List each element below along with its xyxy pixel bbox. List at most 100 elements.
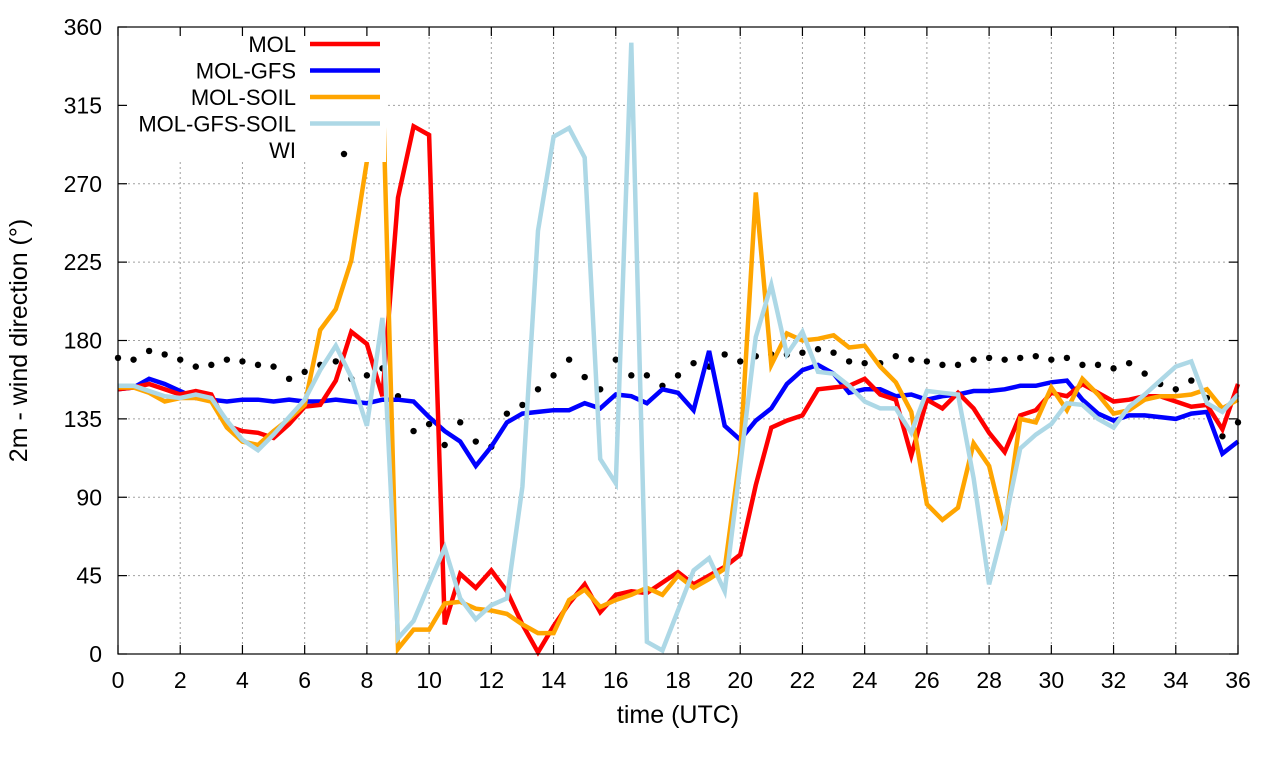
- x-tick-label: 0: [112, 667, 125, 693]
- x-tick-label: 18: [665, 667, 691, 693]
- series-wi: [114, 346, 1242, 450]
- y-tick-label: 315: [64, 92, 102, 118]
- wi-point: [1094, 361, 1102, 369]
- wi-point: [799, 349, 806, 356]
- wi-point: [612, 356, 619, 363]
- y-tick-label: 225: [64, 249, 102, 275]
- wi-point: [457, 419, 464, 426]
- x-tick-label: 30: [1039, 667, 1065, 693]
- wi-point: [1063, 354, 1071, 362]
- legend-label-mol-gfs-soil: MOL-GFS-SOIL: [138, 112, 296, 137]
- wi-point: [643, 372, 651, 379]
- y-tick-label: 45: [76, 563, 102, 589]
- legend-label-mol-soil: MOL-SOIL: [191, 85, 296, 110]
- wi-point: [923, 358, 931, 365]
- wi-point: [441, 441, 448, 449]
- wi-point: [1001, 356, 1008, 363]
- wi-point: [985, 354, 993, 362]
- x-tick-label: 16: [603, 667, 629, 693]
- x-tick-label: 10: [416, 667, 442, 693]
- wi-point: [301, 368, 308, 376]
- wi-point: [363, 372, 371, 379]
- legend-label-mol-gfs: MOL-GFS: [196, 59, 296, 84]
- wi-point: [628, 372, 635, 379]
- series-layer: [114, 42, 1242, 657]
- legend-label-wi: WI: [269, 138, 296, 163]
- wi-point: [1188, 377, 1195, 384]
- legend-marker-wi: [340, 150, 348, 158]
- wi-point: [690, 359, 697, 367]
- wi-point: [550, 372, 557, 379]
- axis-ticks: [117, 26, 1239, 655]
- wi-point: [1172, 386, 1179, 393]
- y-tick-label: 90: [76, 484, 102, 510]
- y-tick-label: 135: [64, 406, 102, 432]
- x-tick-label: 4: [236, 667, 249, 693]
- x-tick-label: 24: [852, 667, 878, 693]
- y-tick-label: 270: [64, 171, 102, 197]
- x-tick-label: 26: [914, 667, 940, 693]
- wi-point: [1017, 354, 1024, 362]
- y-axis-title: 2m - wind direction (°): [5, 219, 33, 462]
- x-tick-label: 20: [727, 667, 753, 693]
- wi-point: [581, 373, 588, 381]
- wi-point: [1125, 359, 1133, 367]
- wi-point: [145, 347, 153, 355]
- wi-point: [970, 356, 977, 363]
- wi-point: [239, 358, 246, 365]
- wi-point: [737, 358, 744, 365]
- wi-point: [254, 361, 262, 369]
- x-tick-label: 22: [790, 667, 816, 693]
- wi-point: [954, 361, 962, 369]
- wi-point: [845, 358, 853, 365]
- wi-point: [861, 359, 868, 367]
- wi-point: [534, 386, 542, 393]
- y-tick-label: 0: [89, 641, 102, 667]
- wi-point: [892, 352, 899, 360]
- wi-point: [332, 358, 339, 365]
- x-tick-label: 28: [976, 667, 1002, 693]
- wi-point: [161, 351, 168, 358]
- wi-point: [1219, 433, 1226, 440]
- wi-point: [285, 375, 293, 383]
- x-tick-label: 32: [1101, 667, 1127, 693]
- wi-point: [1079, 361, 1086, 369]
- wi-point: [908, 356, 915, 363]
- wi-point: [410, 427, 417, 435]
- x-axis-title: time (UTC): [617, 701, 739, 729]
- wi-point: [130, 356, 137, 363]
- tick-labels: 0 2 4 6 8 10 12 14 16 18 20 22 24 26 28 30 32 34 360459013…: [64, 14, 1251, 693]
- wi-point: [1141, 370, 1148, 377]
- x-tick-label: 8: [360, 667, 373, 693]
- wi-point: [192, 363, 199, 370]
- wi-point: [674, 372, 682, 379]
- wi-point: [503, 410, 511, 417]
- y-tick-label: 360: [64, 14, 102, 40]
- wi-point: [830, 349, 837, 356]
- wi-point: [1110, 365, 1117, 372]
- wi-point: [1032, 352, 1039, 360]
- x-tick-label: 2: [174, 667, 187, 693]
- legend-label-mol: MOL: [248, 32, 296, 57]
- x-tick-label: 34: [1163, 667, 1189, 693]
- wi-point: [565, 356, 573, 363]
- series-line-mol-gfs-soil: [118, 42, 1240, 654]
- wi-point: [721, 351, 728, 358]
- wi-point: [1048, 356, 1055, 363]
- series-line-mol-soil: [118, 77, 1240, 655]
- wi-point: [472, 438, 479, 445]
- x-tick-label: 14: [541, 667, 567, 693]
- x-tick-label: 6: [298, 667, 311, 693]
- wi-point: [519, 401, 526, 409]
- wi-point: [270, 363, 277, 370]
- wi-point: [939, 361, 946, 369]
- x-tick-label: 36: [1225, 667, 1251, 693]
- wi-point: [208, 361, 215, 369]
- x-tick-label: 12: [479, 667, 505, 693]
- y-tick-label: 180: [64, 328, 102, 354]
- wi-point: [814, 346, 822, 353]
- wi-point: [425, 420, 433, 428]
- wi-point: [177, 356, 184, 363]
